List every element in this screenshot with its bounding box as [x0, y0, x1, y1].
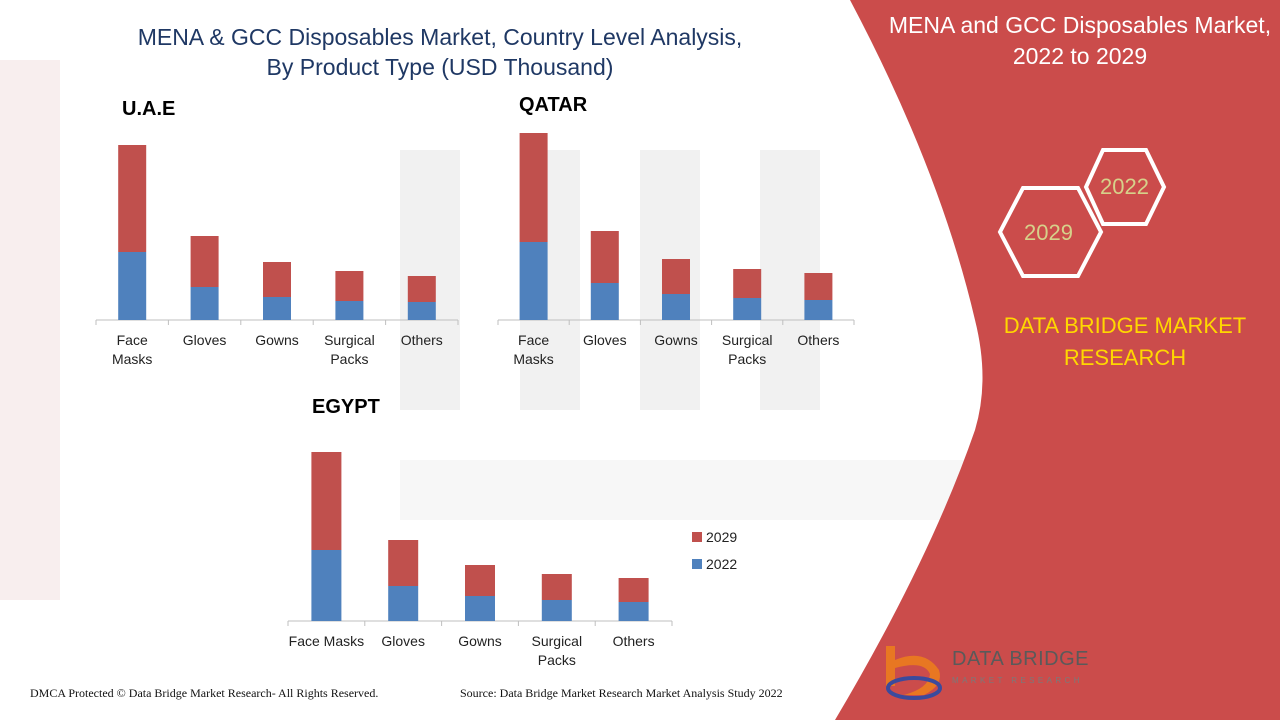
- legend-item-2022: 2022: [692, 556, 737, 572]
- tick-label-qatar: Others: [782, 331, 854, 350]
- tick-label-qatar: Face Masks: [498, 331, 570, 369]
- bar-egypt-2029-surgical-packs: [542, 574, 572, 600]
- legend-label-2029: 2029: [706, 529, 737, 545]
- tick-label-egypt: Surgical Packs: [521, 632, 593, 670]
- tick-label-egypt: Others: [598, 632, 670, 651]
- bar-egypt-2022-surgical-packs: [542, 600, 572, 621]
- country-title-uae: U.A.E: [122, 98, 175, 121]
- bar-egypt-2022-face-masks: [311, 550, 341, 621]
- tick-label-uae: Others: [386, 331, 458, 350]
- tick-label-qatar: Gowns: [640, 331, 712, 350]
- tick-label-uae: Face Masks: [96, 331, 168, 369]
- logo-text: DATA BRIDGE: [952, 648, 1089, 671]
- bar-egypt-2029-others: [619, 578, 649, 602]
- legend-swatch-2029: [692, 532, 702, 542]
- bar-egypt-2022-gowns: [465, 596, 495, 621]
- tick-label-uae: Surgical Packs: [313, 331, 385, 369]
- legend-item-2029: 2029: [692, 529, 737, 545]
- bar-egypt-2029-gloves: [388, 540, 418, 586]
- country-title-egypt: EGYPT: [312, 396, 380, 419]
- footer-source: Source: Data Bridge Market Research Mark…: [460, 686, 783, 701]
- company-logo-icon: [884, 640, 950, 706]
- logo-subtext: MARKET RESEARCH: [952, 676, 1083, 685]
- tick-label-egypt: Gowns: [444, 632, 516, 651]
- tick-label-egypt: Gloves: [367, 632, 439, 651]
- bar-egypt-2029-face-masks: [311, 452, 341, 550]
- tick-label-qatar: Surgical Packs: [711, 331, 783, 369]
- tick-label-qatar: Gloves: [569, 331, 641, 350]
- country-title-qatar: QATAR: [519, 94, 587, 117]
- bar-egypt-2022-gloves: [388, 586, 418, 621]
- legend-swatch-2022: [692, 559, 702, 569]
- bar-egypt-2022-others: [619, 602, 649, 621]
- bar-egypt-2029-gowns: [465, 565, 495, 596]
- footer-copyright: DMCA Protected © Data Bridge Market Rese…: [30, 686, 378, 701]
- tick-label-egypt: Face Masks: [281, 632, 371, 651]
- legend-label-2022: 2022: [706, 556, 737, 572]
- plot-egypt: [0, 0, 1280, 720]
- tick-label-uae: Gowns: [241, 331, 313, 350]
- infographic: MENA & GCC Disposables Market, Country L…: [0, 0, 1280, 720]
- tick-label-uae: Gloves: [169, 331, 241, 350]
